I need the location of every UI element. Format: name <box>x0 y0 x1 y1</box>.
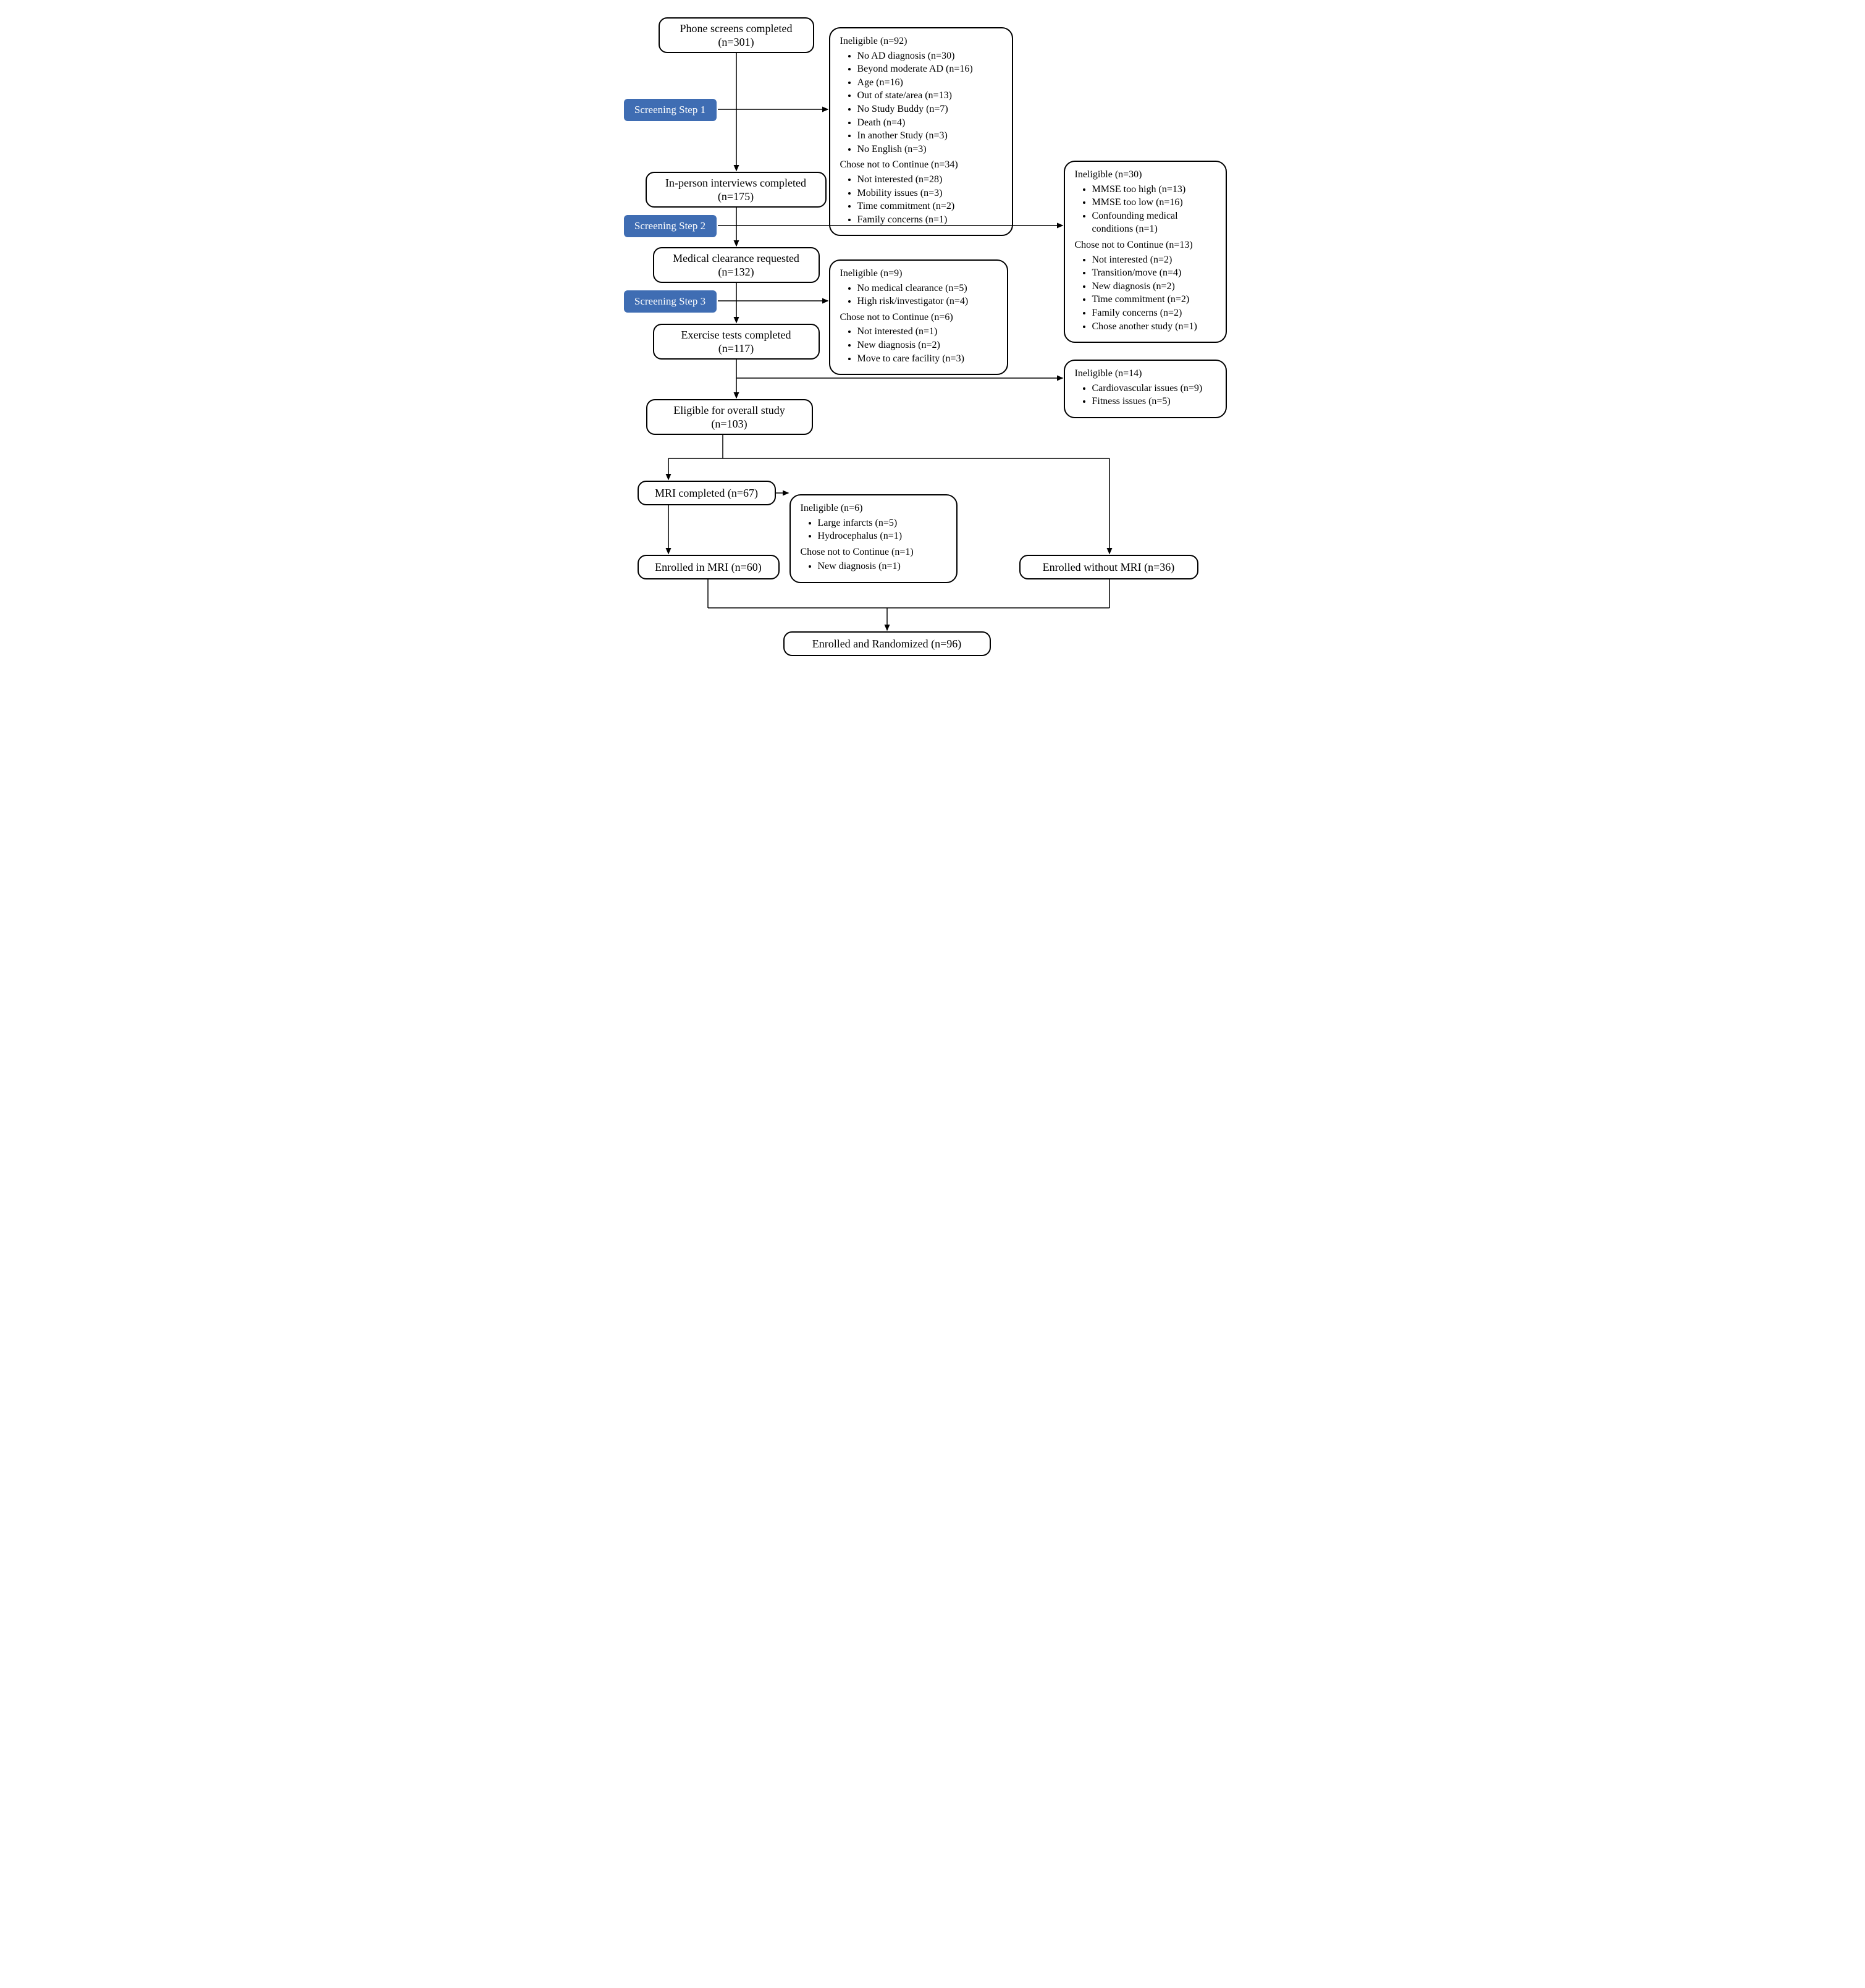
reason-item: No AD diagnosis (n=30) <box>857 49 1002 63</box>
box-medical-line2: (n=132) <box>718 266 754 278</box>
box-inperson: In-person interviews completed(n=175) <box>646 172 827 208</box>
reason-item: High risk/investigator (n=4) <box>857 295 997 308</box>
reason-header: Ineligible (n=30) <box>1075 168 1216 182</box>
reason-item: New diagnosis (n=1) <box>818 560 946 573</box>
reason-list: Cardiovascular issues (n=9)Fitness issue… <box>1075 382 1216 408</box>
reason-list: Large infarcts (n=5)Hydrocephalus (n=1) <box>801 516 946 543</box>
box-eligible-line1: Eligible for overall study <box>673 404 785 416</box>
reason-item: MMSE too high (n=13) <box>1092 183 1216 196</box>
box-phone-screens: Phone screens completed(n=301) <box>659 17 814 53</box>
reason-header: Ineligible (n=6) <box>801 502 946 515</box>
reason-list: Not interested (n=1)New diagnosis (n=2)M… <box>840 325 997 365</box>
reason-item: Confounding medical conditions (n=1) <box>1092 209 1216 236</box>
reason-item: Transition/move (n=4) <box>1092 266 1216 280</box>
box-medical: Medical clearance requested (n=132) <box>653 247 820 283</box>
reason-item: New diagnosis (n=2) <box>857 339 997 352</box>
box-mri-completed-text: MRI completed (n=67) <box>655 486 758 500</box>
box-enrolled-no-mri: Enrolled without MRI (n=36) <box>1019 555 1198 579</box>
box-medical-line1: Medical clearance requested <box>673 252 799 264</box>
reason-item: Family concerns (n=2) <box>1092 306 1216 320</box>
reason-list: No AD diagnosis (n=30)Beyond moderate AD… <box>840 49 1002 156</box>
box-eligible: Eligible for overall study (n=103) <box>646 399 813 435</box>
box-final-text: Enrolled and Randomized (n=96) <box>812 637 962 651</box>
step-3-label: Screening Step 3 <box>624 290 717 313</box>
reasons-exercise: Ineligible (n=14)Cardiovascular issues (… <box>1064 360 1227 418</box>
reason-header: Chose not to Continue (n=13) <box>1075 238 1216 252</box>
reason-item: Not interested (n=1) <box>857 325 997 339</box>
reason-item: Fitness issues (n=5) <box>1092 395 1216 408</box>
reason-item: No English (n=3) <box>857 143 1002 156</box>
reason-item: Hydrocephalus (n=1) <box>818 529 946 543</box>
reason-list: Not interested (n=2)Transition/move (n=4… <box>1075 253 1216 334</box>
box-exercise-line2: (n=117) <box>718 342 754 355</box>
reason-item: Out of state/area (n=13) <box>857 89 1002 103</box>
reason-item: Time commitment (n=2) <box>857 200 1002 213</box>
reason-header: Ineligible (n=9) <box>840 267 997 280</box>
reason-header: Chose not to Continue (n=1) <box>801 545 946 559</box>
reason-header: Chose not to Continue (n=6) <box>840 311 997 324</box>
reason-item: Not interested (n=28) <box>857 173 1002 187</box>
reasons-step2: Ineligible (n=30)MMSE too high (n=13)MMS… <box>1064 161 1227 343</box>
box-enrolled-no-mri-text: Enrolled without MRI (n=36) <box>1043 560 1175 575</box>
reason-list: Not interested (n=28)Mobility issues (n=… <box>840 173 1002 226</box>
box-final: Enrolled and Randomized (n=96) <box>783 631 991 656</box>
box-enrolled-mri: Enrolled in MRI (n=60) <box>638 555 780 579</box>
box-enrolled-mri-text: Enrolled in MRI (n=60) <box>655 560 762 575</box>
reason-item: Age (n=16) <box>857 76 1002 90</box>
reason-header: Chose not to Continue (n=34) <box>840 158 1002 172</box>
flowchart-canvas: Screening Step 1 Screening Step 2 Screen… <box>624 12 1242 671</box>
reason-item: Cardiovascular issues (n=9) <box>1092 382 1216 395</box>
reasons-mri: Ineligible (n=6)Large infarcts (n=5)Hydr… <box>789 494 958 583</box>
reason-header: Ineligible (n=14) <box>1075 367 1216 381</box>
step-2-label: Screening Step 2 <box>624 215 717 237</box>
reason-item: Beyond moderate AD (n=16) <box>857 62 1002 76</box>
reason-item: In another Study (n=3) <box>857 129 1002 143</box>
reason-header: Ineligible (n=92) <box>840 35 1002 48</box>
reason-list: New diagnosis (n=1) <box>801 560 946 573</box>
reason-list: No medical clearance (n=5)High risk/inve… <box>840 282 997 308</box>
box-phone-line2: (n=301) <box>718 36 754 48</box>
reason-item: Large infarcts (n=5) <box>818 516 946 530</box>
box-phone-line1: Phone screens completed <box>680 22 793 35</box>
box-exercise-line1: Exercise tests completed <box>681 329 791 341</box>
reason-item: MMSE too low (n=16) <box>1092 196 1216 209</box>
step-1-label: Screening Step 1 <box>624 99 717 121</box>
reason-list: MMSE too high (n=13)MMSE too low (n=16)C… <box>1075 183 1216 236</box>
box-exercise: Exercise tests completed(n=117) <box>653 324 820 360</box>
reason-item: No Study Buddy (n=7) <box>857 103 1002 116</box>
reasons-step1: Ineligible (n=92)No AD diagnosis (n=30)B… <box>829 27 1013 236</box>
reason-item: Death (n=4) <box>857 116 1002 130</box>
reason-item: Mobility issues (n=3) <box>857 187 1002 200</box>
reason-item: No medical clearance (n=5) <box>857 282 997 295</box>
reason-item: Move to care facility (n=3) <box>857 352 997 366</box>
reason-item: Family concerns (n=1) <box>857 213 1002 227</box>
box-mri-completed: MRI completed (n=67) <box>638 481 776 505</box>
reason-item: New diagnosis (n=2) <box>1092 280 1216 293</box>
reason-item: Not interested (n=2) <box>1092 253 1216 267</box>
box-inperson-line1: In-person interviews completed <box>665 177 806 189</box>
reason-item: Chose another study (n=1) <box>1092 320 1216 334</box>
reason-item: Time commitment (n=2) <box>1092 293 1216 306</box>
reasons-step3: Ineligible (n=9) No medical clearance (n=… <box>829 259 1008 375</box>
box-eligible-line2: (n=103) <box>711 418 747 430</box>
box-inperson-line2: (n=175) <box>718 190 754 203</box>
